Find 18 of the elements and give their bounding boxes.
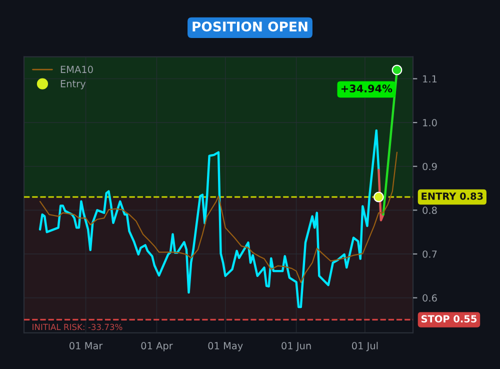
annotation: INITIAL RISK: -33.73% (32, 324, 122, 330)
y-tick-label: 0.8 (422, 206, 437, 214)
chart-title: POSITION OPEN (192, 22, 308, 32)
x-tick-label: 01 Jul (352, 342, 378, 352)
legend-label: EMA10 (60, 66, 93, 74)
y-tick-label: 0.6 (422, 294, 437, 302)
y-tick-label: 1.0 (423, 119, 437, 126)
y-tick-label: 0.9 (422, 162, 437, 170)
legend-label: Entry (60, 80, 86, 90)
annotation: +34.94% (341, 84, 392, 92)
x-tick-label: 01 May (208, 342, 243, 352)
ref-line-label: STOP 0.55 (421, 315, 476, 323)
y-tick-label: 0.7 (422, 250, 437, 258)
x-tick-label: 01 Apr (141, 342, 173, 352)
y-tick-label: 1.1 (423, 75, 437, 82)
x-tick-label: 01 Mar (70, 342, 103, 350)
x-tick-label: 01 Jun (282, 342, 311, 352)
ref-line-label: ENTRY 0.83 (422, 192, 483, 200)
